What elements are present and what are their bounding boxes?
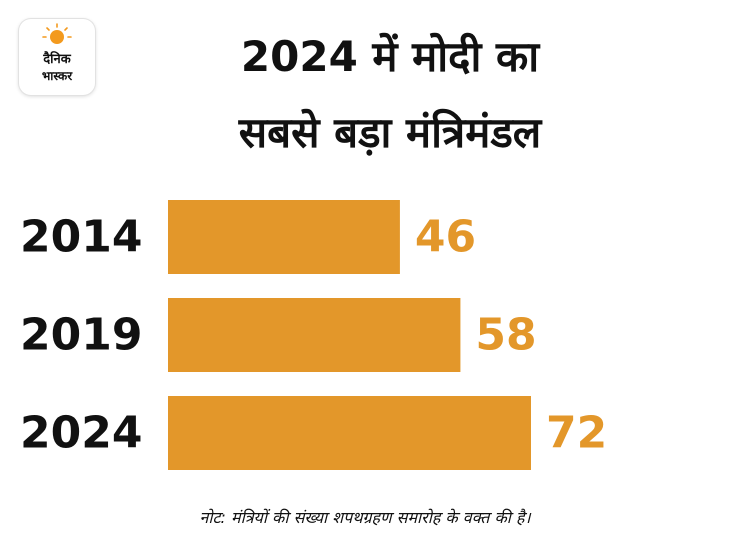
- bar-2014: [168, 200, 400, 274]
- category-label-2014: 2014: [20, 212, 142, 263]
- sun-disc: [50, 30, 64, 44]
- value-label-2014: 46: [415, 212, 476, 263]
- value-label-2024: 72: [546, 408, 607, 459]
- dainik-bhaskar-logo: दैनिक भास्कर: [19, 19, 95, 95]
- logo-text-bhaskar: भास्कर: [41, 69, 73, 83]
- chart-title-line-2: सबसे बड़ा मंत्रिमंडल: [238, 108, 542, 157]
- value-label-2019: 58: [475, 310, 536, 361]
- category-label-2019: 2019: [20, 310, 142, 361]
- bar-2019: [168, 298, 461, 372]
- sun-icon: [42, 23, 72, 44]
- logo-text-dainik: दैनिक: [43, 52, 71, 67]
- chart-title-line-1: 2024 में मोदी का: [240, 32, 540, 81]
- bar-2024: [168, 396, 531, 470]
- category-label-2024: 2024: [20, 408, 142, 459]
- footnote: नोट: मंत्रियों की संख्या शपथग्रहण समारोह…: [199, 508, 531, 527]
